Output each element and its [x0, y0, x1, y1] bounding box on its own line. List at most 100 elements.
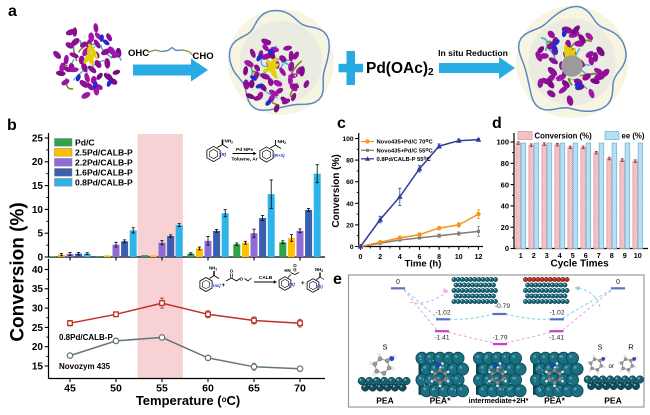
- svg-text:0.8Pd/CALB-P: 0.8Pd/CALB-P: [75, 177, 133, 187]
- svg-text:In situ Reduction: In situ Reduction: [438, 48, 508, 58]
- svg-text:or: or: [609, 364, 614, 370]
- svg-text:0.8Pd/CALB-P: 0.8Pd/CALB-P: [59, 333, 113, 342]
- svg-text:2: 2: [532, 251, 536, 260]
- svg-text:PEA: PEA: [376, 396, 393, 406]
- svg-text:R: R: [628, 343, 634, 352]
- svg-text:1: 1: [519, 251, 523, 260]
- svg-text:PEA*: PEA*: [544, 396, 565, 406]
- svg-text:NH2: NH2: [278, 139, 287, 145]
- svg-text:S: S: [597, 343, 602, 352]
- svg-text:a: a: [8, 3, 17, 20]
- svg-text:O: O: [240, 277, 244, 282]
- svg-text:+: +: [301, 281, 305, 287]
- svg-text:0: 0: [37, 252, 43, 263]
- svg-text:10: 10: [634, 251, 642, 260]
- svg-text:OHC: OHC: [128, 48, 149, 59]
- svg-text:-1.79: -1.79: [492, 335, 507, 342]
- svg-text:O: O: [230, 269, 234, 274]
- svg-text:d: d: [492, 115, 502, 132]
- svg-text:45: 45: [64, 383, 76, 395]
- svg-text:6: 6: [584, 251, 588, 260]
- svg-text:12: 12: [475, 254, 483, 261]
- svg-text:-1.41: -1.41: [434, 335, 449, 342]
- svg-text:20: 20: [501, 223, 509, 232]
- svg-text:5: 5: [571, 251, 575, 260]
- svg-text:30: 30: [32, 304, 44, 315]
- svg-text:50: 50: [110, 383, 122, 395]
- svg-text:9: 9: [623, 251, 627, 260]
- svg-text:Novo435+Pd/C 70oC: Novo435+Pd/C 70oC: [377, 138, 434, 146]
- svg-text:NH2: NH2: [209, 266, 217, 272]
- svg-text:intermediate+2H*: intermediate+2H*: [469, 396, 529, 405]
- svg-text:Pd(OAc)2: Pd(OAc)2: [366, 60, 434, 78]
- svg-text:(R): (R): [220, 152, 227, 157]
- svg-text:Pd/C: Pd/C: [75, 137, 95, 147]
- svg-text:Cycle Times: Cycle Times: [551, 258, 610, 269]
- svg-text:0: 0: [350, 244, 354, 251]
- svg-text:25: 25: [32, 133, 44, 144]
- svg-text:80: 80: [501, 159, 509, 168]
- svg-text:Temperature (oC): Temperature (oC): [136, 393, 240, 408]
- svg-text:20: 20: [346, 222, 354, 229]
- svg-text:CHO: CHO: [193, 51, 214, 62]
- svg-text:0: 0: [505, 244, 509, 253]
- svg-text:Pd NPs: Pd NPs: [236, 147, 253, 153]
- svg-text:Novo435+Pd/C 55oC: Novo435+Pd/C 55oC: [377, 147, 434, 155]
- svg-text:2.2Pd/CALB-P: 2.2Pd/CALB-P: [75, 157, 133, 167]
- svg-text:100: 100: [342, 136, 354, 143]
- svg-text:Conversion (%): Conversion (%): [8, 202, 29, 341]
- svg-text:NH2: NH2: [315, 267, 323, 273]
- svg-text:Time (h): Time (h): [405, 259, 442, 270]
- svg-text:ee (%): ee (%): [622, 131, 645, 140]
- svg-text:8: 8: [437, 254, 441, 261]
- svg-text:2.5Pd/CALB-P: 2.5Pd/CALB-P: [75, 147, 133, 157]
- svg-text:4: 4: [558, 251, 562, 260]
- svg-text:40: 40: [346, 201, 354, 208]
- svg-text:20: 20: [32, 342, 44, 353]
- svg-text:8: 8: [610, 251, 614, 260]
- svg-text:55: 55: [156, 383, 168, 395]
- svg-text:b: b: [7, 117, 17, 134]
- svg-text:Toluene, Ar: Toluene, Ar: [231, 156, 257, 162]
- svg-text:HN: HN: [284, 268, 290, 273]
- svg-text:Novozym 435: Novozym 435: [59, 362, 111, 371]
- svg-text:4: 4: [398, 254, 402, 261]
- svg-text:+: +: [222, 283, 226, 289]
- svg-text:6: 6: [418, 254, 422, 261]
- svg-text:-1.02: -1.02: [435, 309, 450, 316]
- svg-text:25: 25: [32, 323, 44, 334]
- svg-text:15: 15: [32, 181, 44, 192]
- svg-text:0.8Pd/CALB-P 55oC: 0.8Pd/CALB-P 55oC: [377, 156, 432, 164]
- svg-text:0: 0: [359, 254, 363, 261]
- svg-text:e: e: [333, 271, 342, 288]
- svg-text:10: 10: [455, 254, 463, 261]
- svg-text:2: 2: [378, 254, 382, 261]
- svg-text:PEA: PEA: [604, 396, 621, 406]
- svg-text:(rac): (rac): [212, 283, 222, 288]
- svg-text:c: c: [337, 115, 346, 132]
- svg-text:5: 5: [37, 229, 43, 240]
- svg-text:80: 80: [346, 158, 354, 165]
- svg-text:CALB: CALB: [259, 275, 273, 281]
- svg-text:40: 40: [32, 265, 44, 276]
- svg-text:Conversion (%): Conversion (%): [535, 131, 593, 140]
- svg-text:(R): (R): [289, 282, 295, 287]
- svg-text:O: O: [293, 263, 297, 268]
- svg-text:10: 10: [32, 205, 44, 216]
- svg-text:Conversion (%): Conversion (%): [331, 154, 342, 227]
- svg-text:-1.02: -1.02: [549, 309, 564, 316]
- svg-text:60: 60: [346, 179, 354, 186]
- svg-text:100: 100: [496, 138, 509, 147]
- svg-text:1.6Pd/CALB-P: 1.6Pd/CALB-P: [75, 167, 133, 177]
- svg-text:20: 20: [32, 157, 44, 168]
- svg-text:60: 60: [501, 180, 509, 189]
- svg-text:(R+S): (R+S): [274, 153, 286, 158]
- svg-text:-1.41: -1.41: [549, 335, 564, 342]
- svg-text:0: 0: [616, 279, 620, 286]
- svg-text:70: 70: [294, 383, 306, 395]
- svg-text:NH2: NH2: [225, 139, 234, 145]
- svg-text:3: 3: [545, 251, 549, 260]
- svg-text:40: 40: [501, 202, 509, 211]
- svg-text:35: 35: [32, 284, 44, 295]
- svg-text:-0.79: -0.79: [495, 303, 510, 310]
